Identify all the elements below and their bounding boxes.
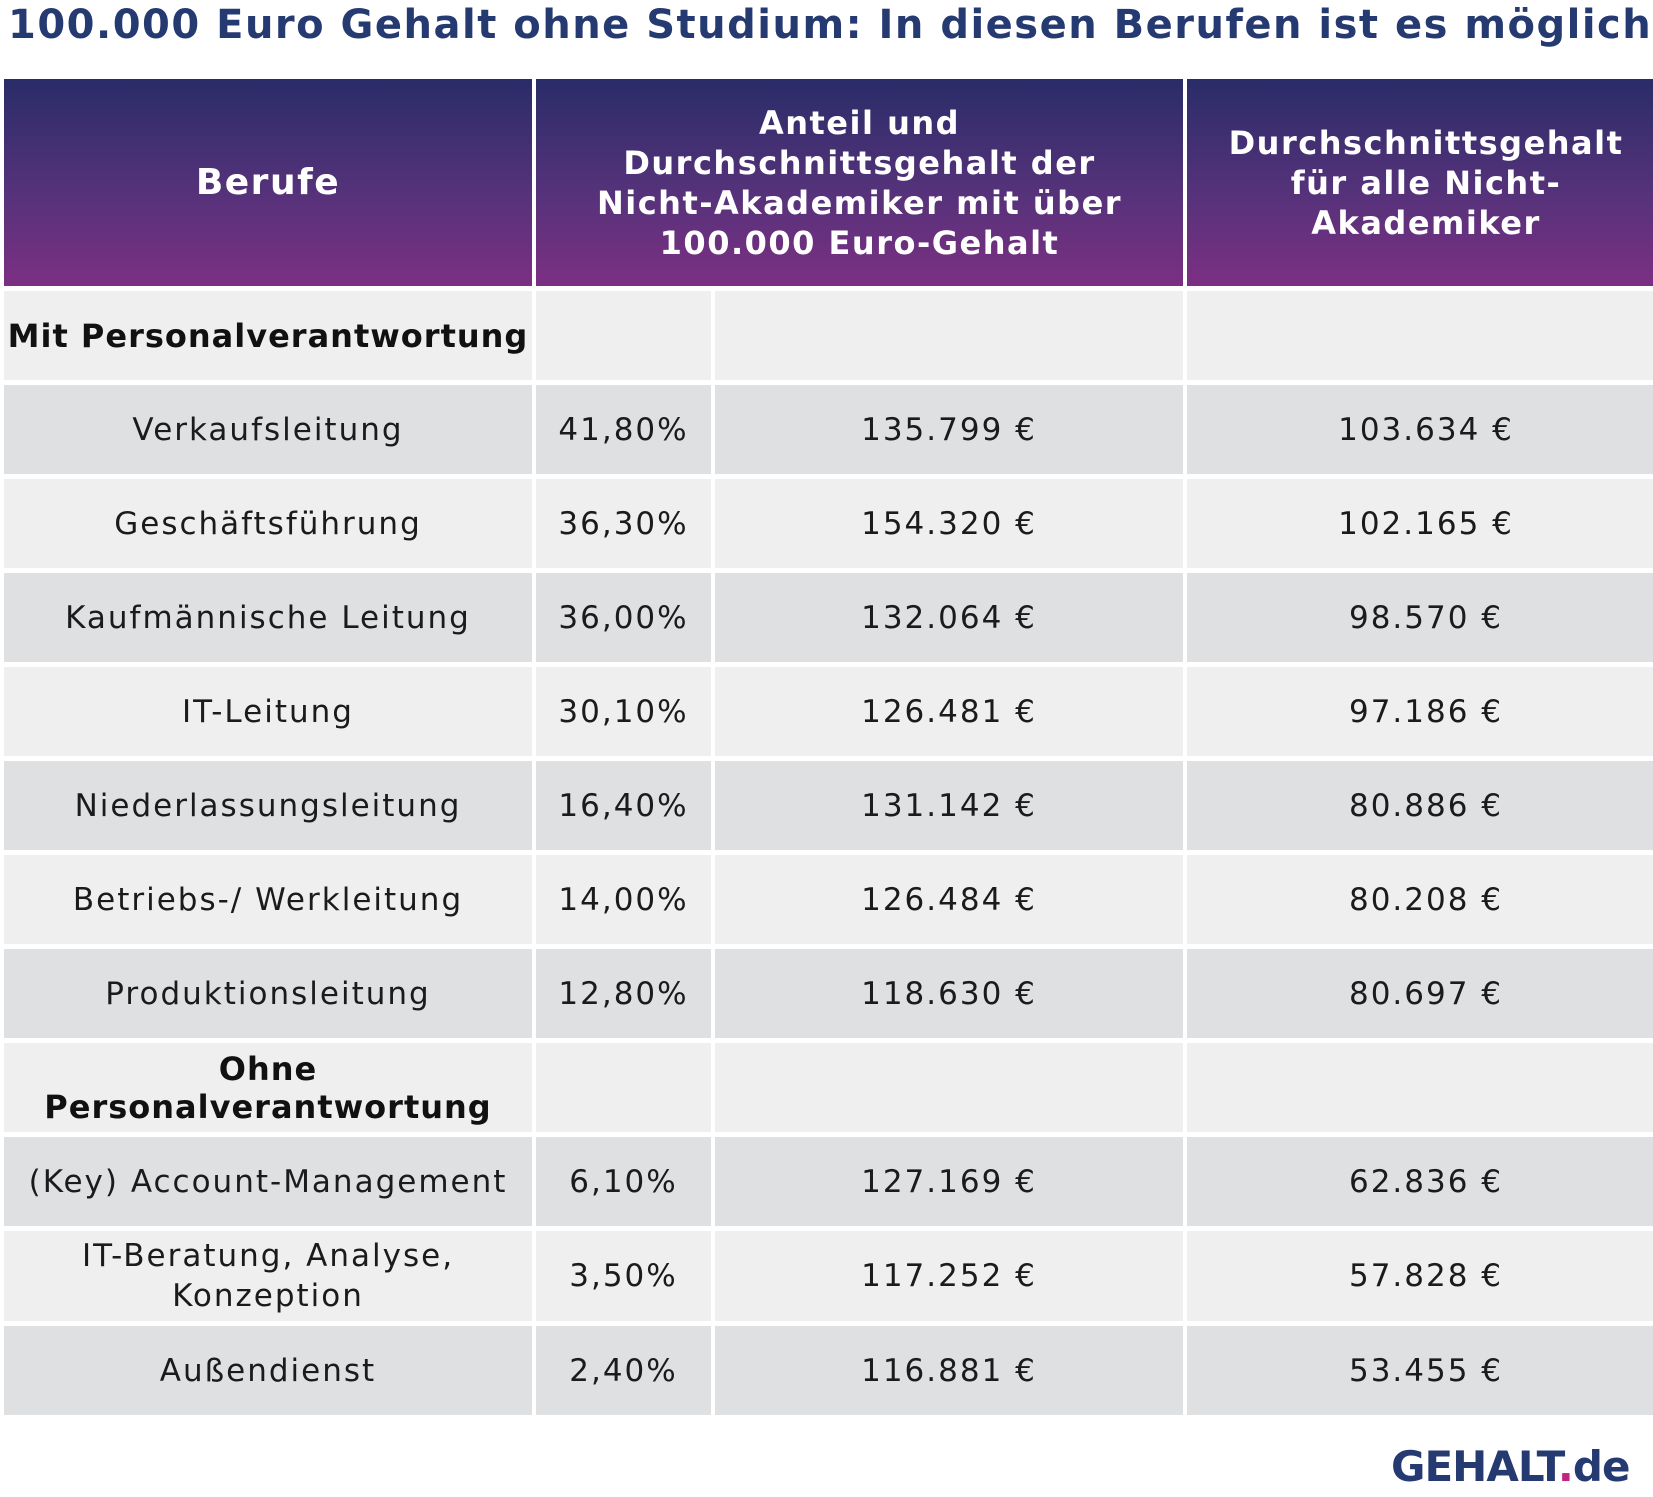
header-anteil-durchschnittsgehalt: Anteil und Durchschnittsgehalt der Nicht… <box>536 79 1183 286</box>
logo-tld: de <box>1572 1442 1631 1491</box>
empty-cell <box>1187 1043 1653 1132</box>
gehalt-100k-cell: 135.799 € <box>715 385 1183 474</box>
logo-dot: . <box>1557 1442 1574 1491</box>
beruf-cell: (Key) Account-Management <box>4 1137 532 1226</box>
header-berufe: Berufe <box>4 79 532 286</box>
anteil-cell: 30,10% <box>536 667 711 756</box>
beruf-cell: Verkaufsleitung <box>4 385 532 474</box>
gehalt-100k-cell: 117.252 € <box>715 1231 1183 1321</box>
gehalt-100k-cell: 126.481 € <box>715 667 1183 756</box>
gehalt-alle-cell: 57.828 € <box>1187 1231 1653 1321</box>
section-label: Mit Personalverantwortung <box>4 291 532 380</box>
gehalt-100k-cell: 127.169 € <box>715 1137 1183 1226</box>
beruf-cell: Niederlassungsleitung <box>4 761 532 850</box>
gehalt-100k-cell: 126.484 € <box>715 855 1183 944</box>
gehalt-alle-cell: 98.570 € <box>1187 573 1653 662</box>
gehalt-100k-cell: 118.630 € <box>715 949 1183 1038</box>
gehalt-100k-cell: 154.320 € <box>715 479 1183 568</box>
gehalt-alle-cell: 62.836 € <box>1187 1137 1653 1226</box>
gehalt-alle-cell: 103.634 € <box>1187 385 1653 474</box>
beruf-cell: Außendienst <box>4 1326 532 1415</box>
gehalt-100k-cell: 116.881 € <box>715 1326 1183 1415</box>
beruf-cell: Betriebs-/ Werkleitung <box>4 855 532 944</box>
header-durchschnittsgehalt-alle: Durchschnittsgehalt für alle Nicht-Akade… <box>1187 79 1653 286</box>
beruf-cell: Geschäftsführung <box>4 479 532 568</box>
empty-cell <box>536 1043 711 1132</box>
gehalt-alle-cell: 80.208 € <box>1187 855 1653 944</box>
gehalt-alle-cell: 53.455 € <box>1187 1326 1653 1415</box>
empty-cell <box>536 291 711 380</box>
empty-cell <box>1187 291 1653 380</box>
salary-table: Berufe Anteil und Durchschnittsgehalt de… <box>4 79 1653 1415</box>
gehalt-100k-cell: 132.064 € <box>715 573 1183 662</box>
anteil-cell: 3,50% <box>536 1231 711 1321</box>
beruf-cell: Kaufmännische Leitung <box>4 573 532 662</box>
beruf-cell: IT-Beratung, Analyse, Konzeption <box>4 1231 532 1321</box>
section-label: Ohne Personalverantwortung <box>4 1043 532 1132</box>
empty-cell <box>715 1043 1183 1132</box>
anteil-cell: 6,10% <box>536 1137 711 1226</box>
anteil-cell: 41,80% <box>536 385 711 474</box>
gehalt-alle-cell: 80.697 € <box>1187 949 1653 1038</box>
anteil-cell: 2,40% <box>536 1326 711 1415</box>
gehalt-100k-cell: 131.142 € <box>715 761 1183 850</box>
empty-cell <box>715 291 1183 380</box>
anteil-cell: 16,40% <box>536 761 711 850</box>
beruf-cell: IT-Leitung <box>4 667 532 756</box>
gehalt-alle-cell: 102.165 € <box>1187 479 1653 568</box>
page-title: 100.000 Euro Gehalt ohne Studium: In die… <box>8 2 1653 48</box>
gehalt-de-logo: GEHALT.de <box>1391 1440 1631 1494</box>
logo-name: GEHALT <box>1391 1442 1559 1491</box>
beruf-cell: Produktionsleitung <box>4 949 532 1038</box>
gehalt-alle-cell: 97.186 € <box>1187 667 1653 756</box>
anteil-cell: 12,80% <box>536 949 711 1038</box>
anteil-cell: 14,00% <box>536 855 711 944</box>
gehalt-alle-cell: 80.886 € <box>1187 761 1653 850</box>
anteil-cell: 36,30% <box>536 479 711 568</box>
anteil-cell: 36,00% <box>536 573 711 662</box>
